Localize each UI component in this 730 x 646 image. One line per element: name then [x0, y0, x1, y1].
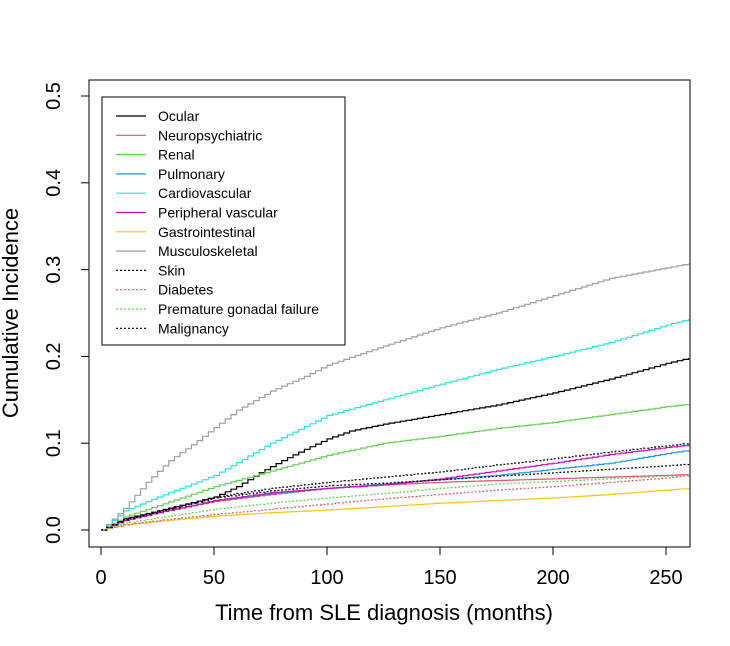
series-line-peripheral-vascular [101, 444, 690, 531]
legend-label-peripheral-vascular: Peripheral vascular [158, 205, 278, 221]
y-tick-label: 0.2 [43, 342, 65, 370]
x-axis-label: Time from SLE diagnosis (months) [215, 600, 553, 625]
y-tick-label: 0.3 [43, 256, 65, 284]
x-tick-label: 250 [649, 567, 682, 589]
y-axis-label: Cumulative Incidence [0, 208, 23, 418]
legend: Ocular Neuropsychiatric Renal Pulmonary Card… [101, 96, 346, 346]
legend-box [101, 96, 346, 346]
x-tick-label: 0 [95, 567, 106, 589]
y-axis: 0.0 0.1 0.2 0.3 0.4 0.5 [43, 82, 90, 544]
legend-label-pulmonary: Pulmonary [158, 166, 225, 182]
series-line-premature-gonadal-failure [101, 474, 690, 531]
legend-label-malignancy: Malignancy [158, 320, 229, 336]
series-line-pulmonary [101, 450, 690, 531]
legend-label-gastrointestinal: Gastrointestinal [158, 224, 255, 240]
legend-label-renal: Renal [158, 147, 195, 163]
legend-label-diabetes: Diabetes [158, 282, 213, 298]
series-layer [101, 263, 690, 531]
series-line-musculoskeletal [101, 263, 690, 531]
legend-label-cardiovascular: Cardiovascular [158, 185, 252, 201]
y-tick-label: 0.5 [43, 82, 65, 110]
x-tick-label: 100 [310, 567, 343, 589]
legend-label-neuropsychiatric: Neuropsychiatric [158, 127, 262, 143]
x-tick-label: 200 [536, 567, 569, 589]
legend-label-skin: Skin [158, 262, 185, 278]
y-tick-label: 0.4 [43, 169, 65, 197]
x-tick-label: 150 [423, 567, 456, 589]
legend-label-musculoskeletal: Musculoskeletal [158, 243, 258, 259]
series-line-diabetes [101, 475, 690, 531]
series-line-renal [101, 404, 690, 531]
legend-label-premature-gonadal-failure: Premature gonadal failure [158, 301, 319, 317]
series-line-malignancy [101, 443, 690, 531]
y-tick-label: 0.0 [43, 516, 65, 544]
y-tick-label: 0.1 [43, 429, 65, 457]
series-line-cardiovascular [101, 319, 690, 531]
legend-label-ocular: Ocular [158, 108, 200, 124]
series-line-gastrointestinal [101, 488, 690, 531]
x-axis: 0 50 100 150 200 250 [95, 546, 683, 589]
series-line-skin [101, 463, 690, 531]
x-tick-label: 50 [203, 567, 225, 589]
